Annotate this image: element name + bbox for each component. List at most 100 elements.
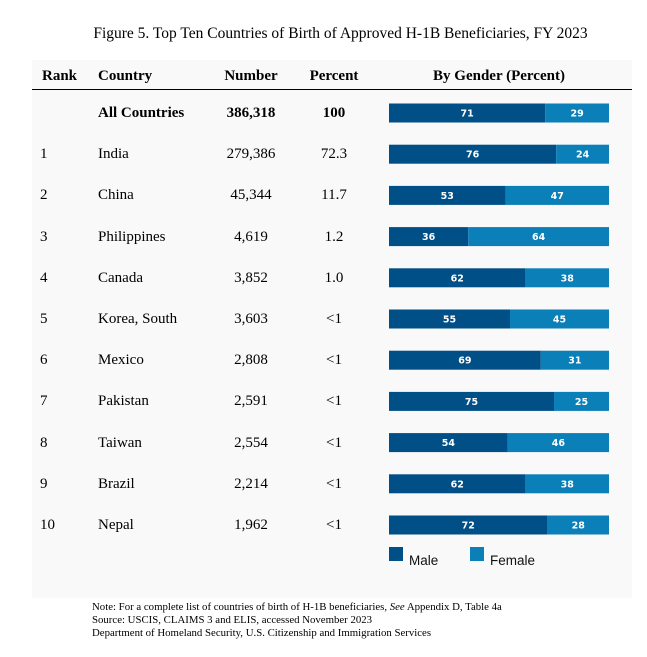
bar-label-female: 64: [532, 232, 546, 243]
row-percent: <1: [326, 475, 342, 492]
bar-label-male: 72: [462, 521, 475, 532]
bar-male: [389, 474, 526, 494]
header-rank: Rank: [42, 68, 78, 84]
header-rule: [32, 89, 632, 90]
row-number: 2,214: [234, 475, 268, 492]
note-suffix: Appendix D, Table 4a: [404, 601, 502, 613]
bar-label-female: 31: [568, 356, 581, 367]
figure-title: Figure 5. Top Ten Countries of Birth of …: [93, 25, 588, 42]
row-country: Korea, South: [98, 311, 178, 327]
bar-female: [545, 103, 609, 123]
bar-label-male: 53: [441, 191, 454, 202]
bar-female: [505, 185, 609, 205]
note-see: See: [389, 601, 405, 613]
bar-male: [389, 515, 548, 535]
bar-label-female: 45: [553, 315, 566, 326]
row-percent: 11.7: [321, 187, 347, 204]
bar-female: [468, 227, 609, 247]
bar-female: [510, 309, 609, 329]
bar-female: [525, 268, 609, 288]
row-percent: <1: [326, 311, 342, 327]
bar-female: [507, 433, 609, 453]
bar-label-male: 71: [460, 109, 473, 120]
notes: Note: For a complete list of countries o…: [92, 601, 502, 640]
bar-label-male: 75: [465, 397, 478, 408]
row-country: Taiwan: [98, 434, 142, 451]
row-rank: 9: [40, 475, 48, 492]
row-percent: <1: [326, 352, 342, 369]
row-percent: 1.2: [324, 228, 344, 245]
row-percent: 100: [322, 105, 346, 121]
bar-label-male: 69: [458, 356, 471, 367]
row-percent: <1: [326, 517, 342, 533]
bar-male: [389, 309, 510, 329]
row-country: Canada: [98, 269, 143, 286]
row-number: 4,619: [234, 228, 268, 245]
header-country: Country: [98, 68, 153, 84]
row-rank: 6: [40, 352, 48, 369]
bar-label-female: 29: [570, 109, 583, 120]
row-number: 386,318: [226, 105, 276, 121]
bar-label-male: 62: [451, 273, 464, 284]
bar-label-female: 47: [551, 191, 564, 202]
bar-label-female: 38: [561, 479, 575, 490]
row-rank: 7: [40, 393, 48, 410]
row-percent: 1.0: [324, 269, 344, 286]
bar-male: [389, 103, 546, 123]
row-country: Pakistan: [98, 393, 149, 410]
bar-female: [540, 350, 609, 370]
row-rank: 10: [40, 517, 55, 533]
bar-female: [554, 391, 609, 411]
legend-male-swatch: [389, 547, 403, 561]
bar-label-female: 38: [561, 273, 575, 284]
note-line: Note: For a complete list of countries o…: [92, 601, 502, 614]
row-number: 279,386: [226, 146, 276, 163]
bar-female: [547, 515, 609, 535]
row-number: 3,603: [234, 311, 268, 327]
row-country: Philippines: [98, 228, 166, 245]
note-prefix: Note: For a complete list of countries o…: [92, 601, 390, 613]
row-number: 3,852: [234, 269, 268, 286]
bar-label-male: 55: [443, 315, 456, 326]
row-country: Nepal: [98, 517, 134, 533]
row-rank: 3: [40, 228, 48, 245]
row-country: All Countries: [98, 105, 185, 121]
bar-male: [389, 185, 506, 205]
legend-female-label: Female: [490, 553, 535, 568]
row-country: Brazil: [98, 475, 135, 492]
bar-male: [389, 433, 508, 453]
row-country: India: [98, 146, 129, 163]
bar-label-female: 28: [572, 521, 586, 532]
bar-label-male: 36: [422, 232, 436, 243]
row-number: 2,554: [234, 434, 268, 451]
bar-label-male: 62: [451, 479, 464, 490]
row-country: China: [98, 187, 134, 204]
bar-label-male: 54: [442, 438, 456, 449]
bar-female: [556, 144, 609, 164]
row-rank: 1: [40, 146, 48, 163]
row-rank: 4: [40, 269, 48, 286]
row-number: 2,808: [234, 352, 268, 369]
row-country: Mexico: [98, 352, 144, 369]
bar-male: [389, 268, 526, 288]
header-number: Number: [224, 68, 278, 84]
row-percent: <1: [326, 393, 342, 410]
row-number: 1,962: [234, 517, 268, 533]
row-number: 45,344: [230, 187, 272, 204]
row-rank: 8: [40, 434, 48, 451]
bar-label-female: 24: [576, 150, 590, 161]
department-line: Department of Homeland Security, U.S. Ci…: [92, 627, 432, 639]
bar-male: [389, 227, 469, 247]
header-percent: Percent: [309, 68, 359, 84]
legend-female-swatch: [470, 547, 484, 561]
row-rank: 5: [40, 311, 48, 327]
source-line: Source: USCIS, CLAIMS 3 and ELIS, access…: [92, 614, 373, 626]
bar-female: [525, 474, 609, 494]
row-percent: 72.3: [320, 146, 348, 163]
bar-label-male: 76: [466, 150, 480, 161]
bar-male: [389, 391, 554, 411]
bar-male: [389, 144, 557, 164]
bar-label-female: 46: [552, 438, 566, 449]
header-gender: By Gender (Percent): [433, 68, 565, 84]
